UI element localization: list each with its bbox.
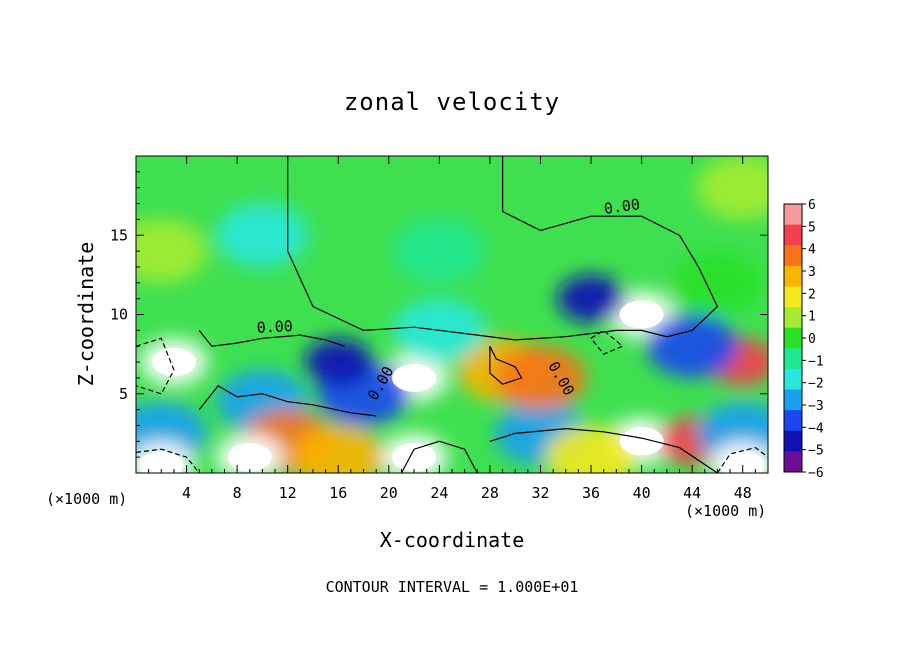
chart-title: zonal velocity [343,88,561,116]
heatmap-feature-1 [557,274,626,323]
colorbar-swatch [784,327,802,349]
x-tick-label: 32 [531,484,549,502]
contour-line-5 [489,345,523,385]
x-tick-label: 4 [182,484,191,502]
colorbar-tick-label: −6 [808,466,824,481]
colorbar-swatch [784,430,802,452]
heatmap-feature-20 [136,219,208,284]
colorbar-tick-label: −2 [808,377,824,392]
x-tick-label: 8 [233,484,242,502]
heatmap-feature-19 [671,250,764,315]
colorbar-swatch [784,307,802,329]
colorbar-swatch [784,389,802,411]
contour-line-7 [136,337,175,395]
heatmap-core-5 [392,443,437,472]
heatmap-core-4 [619,427,664,456]
colorbar-swatch [784,265,802,287]
colorbar-tick-label: 2 [808,287,816,302]
x-tick-label: 48 [734,484,752,502]
heatmap-core-0 [619,300,664,329]
x-tick-label: 44 [683,484,701,502]
colorbar-tick-label: 5 [808,220,816,235]
x-tick-label: 28 [481,484,499,502]
contour-interval-note: CONTOUR INTERVAL = 1.000E+01 [325,578,579,596]
x-tick-label: 24 [430,484,448,502]
plot-area [136,156,768,473]
colorbar-swatch [784,348,802,370]
heatmap-feature-4 [304,338,373,387]
colorbar: 6 5 4 3 2 1 0 −1 −2 −3 −4 −5 −6 [783,198,824,481]
heatmap-feature-21 [696,156,768,220]
colorbar-tick-label: 0 [808,332,816,347]
contour-label-0: 0.00 [603,195,641,218]
colorbar-tick-label: −3 [808,399,824,414]
y-tick-label: 10 [110,306,128,324]
colorbar-tick-label: −4 [808,421,824,436]
colorbar-swatch [784,410,802,432]
heatmap-feature-16 [216,203,309,268]
x-tick-label: 40 [633,484,651,502]
contour-line-8 [136,448,200,473]
heatmap-core-3 [151,348,196,377]
heatmap-core-1 [392,363,437,392]
colorbar-tick-label: 1 [808,310,816,325]
contour-lines [136,156,768,473]
contour-label-1: 0.00 [256,317,293,337]
contour-line-1 [198,330,345,347]
heatmap-feature-22 [646,314,739,379]
y-axis-ticks: 5 10 15 [110,171,768,458]
contour-line-4 [400,440,478,473]
colorbar-tick-label: 3 [808,265,816,280]
colorbar-swatch [784,451,802,473]
colorbar-tick-label: 4 [808,243,816,258]
heatmap-feature-27 [292,425,385,473]
colorbar-swatch [784,286,802,308]
colorbar-swatch [784,368,802,391]
contour-line-9 [716,446,768,473]
contour-line-3 [489,427,718,473]
x-axis-ticks: 4 8 12 16 20 24 28 32 36 40 44 48 [148,156,756,502]
x-axis-label: X-coordinate [379,528,525,552]
colorbar-swatch [784,204,802,226]
x-tick-label: 16 [329,484,347,502]
contour-line-6 [590,329,624,355]
colorbar-swatch [784,224,802,246]
heatmap-core-7 [720,451,765,473]
heatmap-feature-15 [494,345,587,410]
colorbar-tick-label: −1 [808,354,824,369]
x-tick-label: 36 [582,484,600,502]
y-tick-label: 5 [119,385,128,403]
x-tick-label: 20 [380,484,398,502]
contour-line-2 [198,385,377,417]
heatmap-feature-17 [393,219,486,284]
colorbar-tick-label: 6 [808,198,816,213]
x-tick-label: 12 [279,484,297,502]
colorbar-tick-label: −5 [808,444,824,459]
heatmap-core-2 [227,443,272,472]
y-tick-label: 15 [110,226,128,244]
heatmap-core-6 [139,451,184,473]
contour-line-0 [287,156,719,341]
x-unit-label-left: (×1000 m) [46,490,128,508]
x-unit-label-right: (×1000 m) [685,502,767,520]
colorbar-swatch [784,245,802,267]
heatmap-feature-28 [545,425,638,473]
